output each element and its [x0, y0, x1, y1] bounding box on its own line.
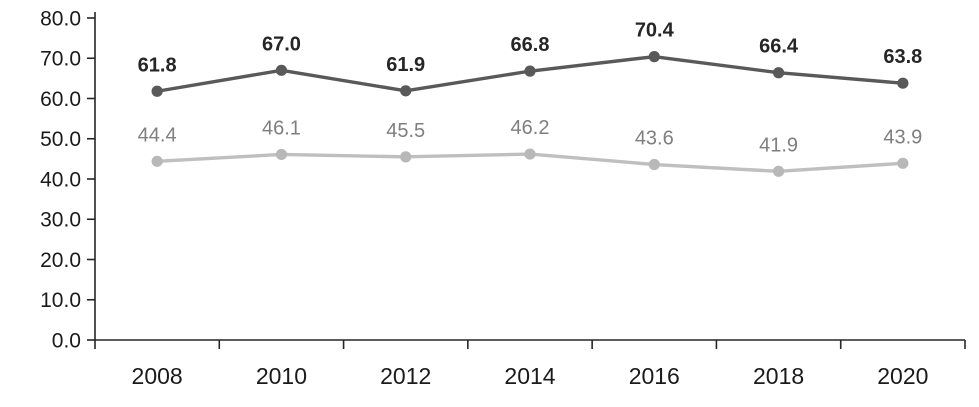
- x-axis-category-label: 2016: [629, 363, 680, 389]
- upper-series-value-label: 61.9: [386, 54, 425, 76]
- x-axis-category-label: 2008: [132, 363, 183, 389]
- upper-series-value-label: 66.8: [511, 34, 550, 56]
- upper-series-value-label: 67.0: [262, 33, 301, 55]
- y-axis-tick-label: 70.0: [40, 48, 81, 71]
- lower-series-value-label: 43.9: [883, 126, 922, 148]
- upper-series-marker: [648, 51, 660, 63]
- upper-series-value-label: 61.8: [138, 54, 177, 76]
- lower-series-value-label: 43.6: [635, 128, 674, 150]
- y-axis-tick-label: 60.0: [40, 88, 81, 111]
- lower-series-value-label: 45.5: [386, 120, 425, 142]
- y-axis-tick-label: 50.0: [40, 128, 81, 151]
- y-axis-tick-label: 0.0: [52, 329, 81, 352]
- y-axis-tick-label: 10.0: [40, 289, 81, 312]
- lower-series-value-label: 46.2: [511, 117, 550, 139]
- upper-series-marker: [772, 67, 785, 79]
- upper-series-marker: [151, 85, 163, 97]
- upper-series-value-label: 63.8: [883, 46, 922, 68]
- upper-series-marker: [275, 64, 288, 76]
- lower-series-marker: [275, 148, 288, 161]
- lower-series-marker: [151, 155, 163, 167]
- lower-series-value-label: 41.9: [759, 134, 798, 156]
- x-axis-category-label: 2018: [753, 363, 804, 389]
- x-axis-category-label: 2010: [256, 363, 307, 389]
- lower-series-marker: [648, 158, 660, 171]
- y-axis-tick-label: 40.0: [40, 168, 81, 191]
- lower-series-marker: [524, 148, 536, 160]
- upper-series-value-label: 70.4: [635, 20, 675, 42]
- lower-series-value-label: 44.4: [138, 124, 177, 146]
- lower-series-marker: [897, 157, 909, 169]
- upper-series-value-label: 66.4: [759, 36, 799, 58]
- lower-series-value-label: 46.1: [262, 117, 301, 139]
- x-axis-category-label: 2020: [877, 363, 928, 389]
- lower-series-marker: [772, 165, 785, 177]
- y-axis-tick-label: 80.0: [40, 7, 81, 30]
- y-axis-tick-label: 20.0: [40, 249, 81, 272]
- x-axis-category-label: 2012: [380, 363, 431, 389]
- upper-series-marker: [524, 65, 536, 77]
- y-axis-tick-label: 30.0: [40, 209, 81, 232]
- upper-series-marker: [897, 77, 909, 89]
- x-axis-category-label: 2014: [504, 363, 555, 389]
- lower-series-marker: [400, 151, 412, 163]
- upper-series-marker: [400, 85, 412, 97]
